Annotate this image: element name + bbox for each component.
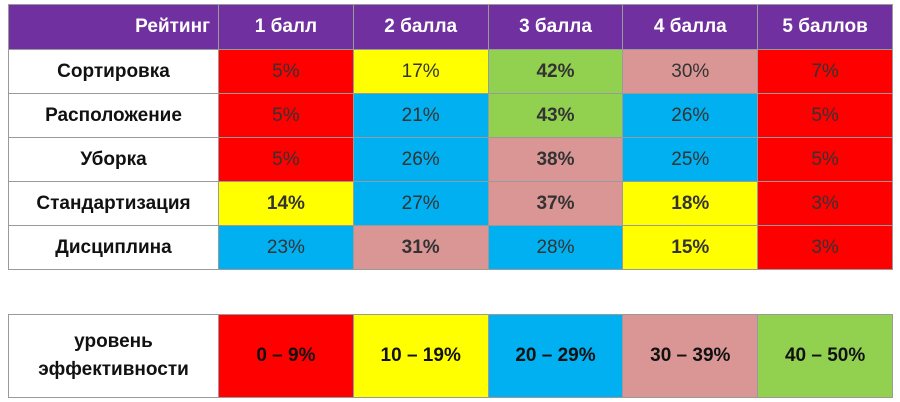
row-label: Стандартизация: [8, 181, 219, 226]
rating-table: Рейтинг 1 балл 2 балла 3 балла 4 балла 5…: [8, 4, 893, 270]
legend-range-cell: 40 – 50%: [757, 314, 893, 398]
legend-label-line1: уровень: [74, 331, 153, 352]
value-cell: 25%: [622, 137, 759, 182]
table-row: Уборка 5% 26% 38% 25% 5%: [8, 137, 893, 182]
table-row: Дисциплина 23% 31% 28% 15% 3%: [8, 225, 893, 270]
row-label: Сортировка: [8, 49, 219, 94]
value-cell: 15%: [622, 225, 759, 270]
value-cell: 7%: [757, 49, 893, 94]
value-cell: 14%: [218, 181, 354, 226]
value-cell: 17%: [352, 49, 489, 94]
column-header: 5 баллов: [757, 4, 893, 50]
header-row: Рейтинг 1 балл 2 балла 3 балла 4 балла 5…: [8, 4, 893, 50]
corner-header: Рейтинг: [8, 4, 219, 50]
row-label: Расположение: [8, 93, 219, 138]
column-header: 2 балла: [352, 4, 489, 50]
column-header: 4 балла: [622, 4, 759, 50]
value-cell: 26%: [622, 93, 759, 138]
value-cell: 26%: [352, 137, 489, 182]
value-cell: 28%: [487, 225, 624, 270]
value-cell: 5%: [218, 49, 354, 94]
value-cell: 5%: [218, 137, 354, 182]
legend-range-cell: 0 – 9%: [218, 314, 354, 398]
value-cell: 3%: [757, 181, 893, 226]
row-label: Уборка: [8, 137, 219, 182]
column-header: 3 балла: [487, 4, 624, 50]
table-row: Расположение 5% 21% 43% 26% 5%: [8, 93, 893, 138]
table-row: Стандартизация 14% 27% 37% 18% 3%: [8, 181, 893, 226]
value-cell: 5%: [757, 93, 893, 138]
value-cell: 27%: [352, 181, 489, 226]
legend-label-line2: эффективности: [38, 359, 189, 380]
legend-range-cell: 30 – 39%: [622, 314, 759, 398]
column-header: 1 балл: [218, 4, 354, 50]
value-cell: 18%: [622, 181, 759, 226]
value-cell: 37%: [487, 181, 624, 226]
legend-range-cell: 20 – 29%: [487, 314, 624, 398]
value-cell: 21%: [352, 93, 489, 138]
value-cell: 23%: [218, 225, 354, 270]
value-cell: 31%: [352, 225, 489, 270]
table-row: Сортировка 5% 17% 42% 30% 7%: [8, 49, 893, 94]
value-cell: 3%: [757, 225, 893, 270]
value-cell: 42%: [487, 49, 624, 94]
legend-range-cell: 10 – 19%: [352, 314, 489, 398]
efficiency-legend-table: уровень эффективности 0 – 9% 10 – 19% 20…: [8, 314, 893, 398]
value-cell: 30%: [622, 49, 759, 94]
value-cell: 5%: [218, 93, 354, 138]
legend-label: уровень эффективности: [8, 314, 219, 398]
value-cell: 43%: [487, 93, 624, 138]
row-label: Дисциплина: [8, 225, 219, 270]
value-cell: 5%: [757, 137, 893, 182]
value-cell: 38%: [487, 137, 624, 182]
legend-row: уровень эффективности 0 – 9% 10 – 19% 20…: [8, 314, 893, 398]
